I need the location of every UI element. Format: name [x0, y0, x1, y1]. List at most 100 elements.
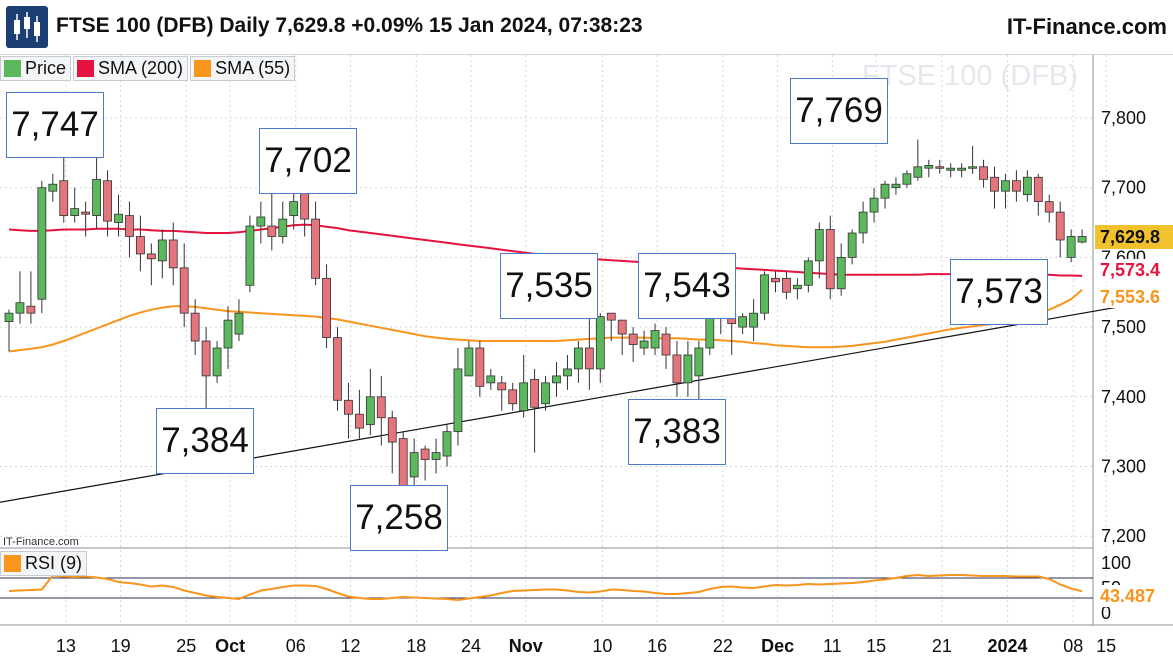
- x-tick-label: 10: [592, 636, 612, 656]
- legend-label: Price: [25, 58, 67, 78]
- candle-body: [1012, 180, 1021, 192]
- candle-body: [924, 164, 934, 169]
- candle-body: [606, 312, 616, 321]
- candle-body: [782, 277, 791, 293]
- x-tick-label: 2024: [988, 636, 1028, 656]
- candle-body: [891, 183, 901, 189]
- rsi-tick-label: 100: [1101, 553, 1131, 573]
- trendline: [0, 296, 1173, 503]
- x-tick-label: 08: [1063, 636, 1083, 656]
- x-tick-label: 19: [111, 636, 131, 656]
- candle-body: [103, 180, 112, 222]
- rsi-swatch-icon: [4, 555, 21, 572]
- candle-body: [245, 225, 255, 286]
- candle-body: [979, 166, 988, 180]
- time-axis: [0, 625, 1173, 660]
- candle-body: [114, 213, 123, 223]
- candle-body: [595, 316, 605, 370]
- candle-body: [793, 284, 802, 290]
- candle-body: [836, 256, 846, 290]
- candle-body: [617, 319, 627, 335]
- candle-body: [190, 312, 200, 342]
- x-tick-label: 15: [1096, 636, 1116, 656]
- candle-body: [760, 274, 769, 314]
- credit-label: IT-Finance.com: [3, 536, 79, 548]
- x-tick-label: 21: [932, 636, 952, 656]
- candle-body: [453, 368, 463, 433]
- callout-high-7747: 7,747: [6, 92, 104, 158]
- candle-body: [475, 347, 485, 387]
- candle-body: [146, 253, 156, 260]
- candle-body: [398, 438, 408, 490]
- candle-body: [70, 208, 80, 216]
- candle-body: [814, 229, 824, 262]
- candlestick-logo-icon: [6, 6, 48, 48]
- candle-body: [825, 229, 835, 290]
- candle-body: [256, 216, 266, 227]
- candle-body: [267, 225, 277, 237]
- callout-low-7573: 7,573: [950, 259, 1048, 325]
- candle-body: [212, 347, 222, 377]
- candle-body: [672, 354, 682, 384]
- candle-body: [869, 197, 879, 213]
- candle-body: [289, 201, 299, 216]
- callout-low-7383: 7,383: [628, 399, 726, 465]
- callout-high-7769: 7,769: [790, 78, 888, 144]
- candle-body: [968, 166, 977, 169]
- candle-body: [946, 167, 956, 171]
- x-tick-label: 25: [176, 636, 196, 656]
- legend-item-price[interactable]: Price: [0, 56, 72, 81]
- x-tick-label: 15: [866, 636, 886, 656]
- candle-body: [738, 316, 748, 328]
- x-tick-label: 18: [406, 636, 426, 656]
- sma200-swatch-icon: [77, 60, 95, 77]
- candle-body: [81, 211, 91, 215]
- sma55-swatch-icon: [194, 60, 212, 77]
- x-tick-label: 11: [823, 636, 842, 656]
- candle-body: [420, 448, 430, 460]
- chart-title: FTSE 100 (DFB) Daily 7,629.8 +0.09% 15 J…: [56, 14, 643, 37]
- rsi-panel: [0, 548, 1093, 625]
- candle-body: [135, 236, 145, 255]
- legend-item-sma200[interactable]: SMA (200): [73, 56, 189, 81]
- legend-label: SMA (55): [215, 58, 291, 78]
- candle-body: [530, 378, 539, 408]
- candle-body: [563, 368, 572, 377]
- candle-body: [902, 173, 912, 185]
- candle-body: [125, 215, 134, 237]
- candle-body: [694, 347, 704, 377]
- candle-body: [497, 382, 507, 391]
- chart-header: FTSE 100 (DFB) Daily 7,629.8 +0.09% 15 J…: [0, 0, 1173, 55]
- x-tick-label: 13: [56, 636, 76, 656]
- candle-body: [344, 399, 353, 415]
- legend-item-rsi[interactable]: RSI (9): [0, 551, 88, 576]
- candle-body: [442, 431, 452, 457]
- candle-body: [37, 187, 47, 300]
- candle-body: [26, 305, 36, 314]
- candle-body: [464, 347, 474, 377]
- candle-body: [519, 382, 529, 412]
- candle-body: [4, 312, 14, 322]
- legend-label: SMA (200): [98, 58, 184, 78]
- candle-body: [935, 166, 945, 169]
- y-tick-label: 7,800: [1101, 108, 1146, 128]
- candle-body: [683, 354, 693, 384]
- y-tick-label: 7,300: [1101, 457, 1146, 477]
- callout-low-7258: 7,258: [350, 485, 448, 551]
- candle-body: [508, 389, 518, 405]
- candle-body: [1066, 236, 1076, 258]
- price-swatch-icon: [4, 60, 21, 77]
- x-tick-label: 06: [286, 636, 306, 656]
- legend-item-sma55[interactable]: SMA (55): [190, 56, 296, 81]
- x-tick-label: Nov: [509, 636, 543, 656]
- x-tick-label: 24: [461, 636, 481, 656]
- candle-body: [1044, 201, 1054, 213]
- candle-body: [650, 330, 660, 349]
- y-tick-label: 7,700: [1101, 178, 1146, 198]
- candle-body: [1022, 176, 1032, 196]
- chart-legend: Price SMA (200) SMA (55): [0, 56, 296, 81]
- y-tick-label: 7,400: [1101, 387, 1146, 407]
- candle-body: [409, 452, 419, 478]
- candle-body: [584, 347, 594, 370]
